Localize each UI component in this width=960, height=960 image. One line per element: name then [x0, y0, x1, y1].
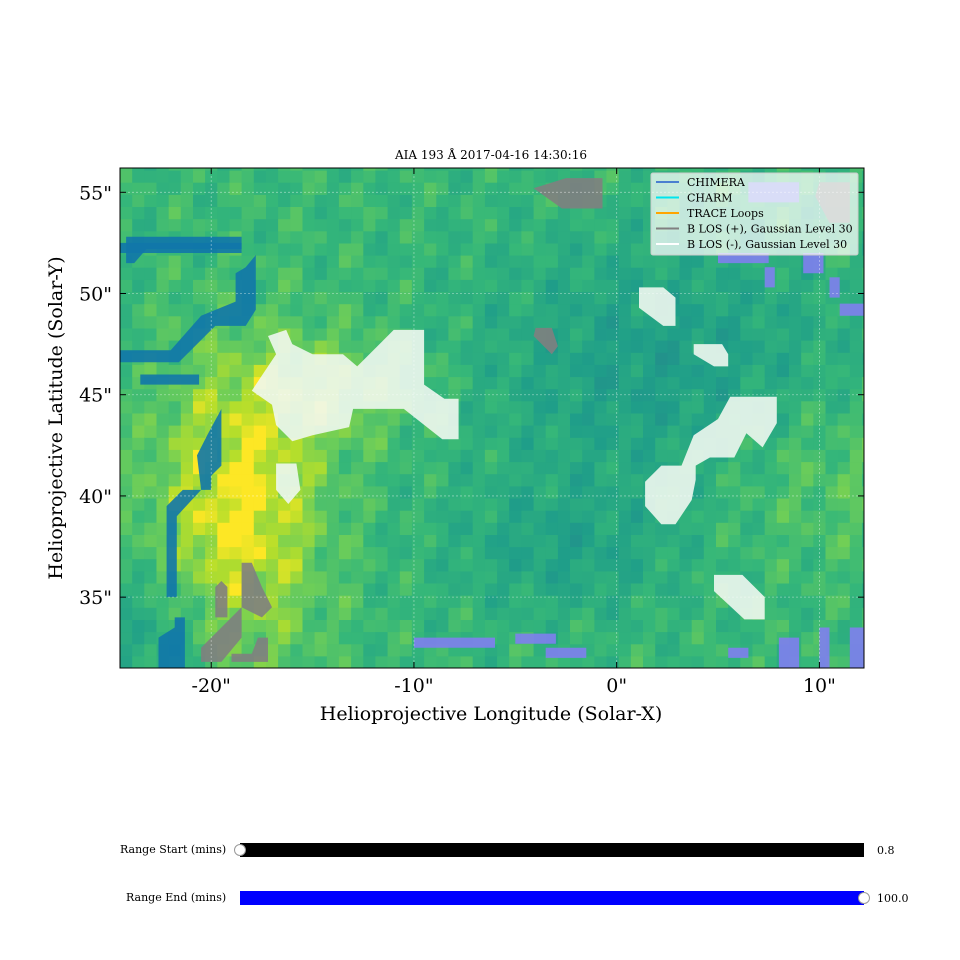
plot-title: AIA 193 Å 2017-04-16 14:30:16 [394, 147, 587, 162]
chimera-region [728, 647, 749, 658]
blos-positive-region [231, 637, 268, 662]
range-start-slider[interactable] [234, 843, 864, 857]
blos-negative-region [251, 329, 459, 442]
legend-label: TRACE Loops [687, 207, 764, 220]
chimera-region [718, 253, 769, 264]
range-start-value: 0.8 [877, 844, 895, 857]
y-axis-label: Helioprojective Latitude (Solar-Y) [45, 256, 67, 579]
chimera-region [545, 647, 587, 658]
legend-label: CHIMERA [687, 176, 746, 189]
blos-positive-region [215, 581, 228, 618]
chimera-region [140, 374, 200, 385]
range-end-handle[interactable] [858, 892, 870, 904]
x-axis-label: Helioprojective Longitude (Solar-X) [320, 703, 662, 725]
chimera-region [849, 627, 864, 668]
y-tick-label: 45" [79, 385, 112, 407]
legend-label: B LOS (-), Gaussian Level 30 [687, 238, 847, 251]
legend-label: B LOS (+), Gaussian Level 30 [687, 223, 853, 236]
chimera-region [819, 627, 830, 668]
range-end-slider[interactable] [240, 891, 870, 905]
x-tick-label: -10" [394, 675, 433, 697]
chimera-region [764, 267, 775, 288]
chimera-region [158, 617, 185, 668]
x-tick-label: 0" [606, 675, 627, 697]
range-end-value: 100.0 [877, 892, 909, 905]
blos-negative-region [639, 287, 676, 326]
contour-overlays [120, 178, 864, 668]
chimera-region [515, 633, 556, 644]
legend-box [650, 172, 859, 256]
range-end-fill [240, 891, 864, 905]
chimera-region [120, 255, 256, 363]
y-tick-label: 40" [79, 486, 112, 508]
legend: CHIMERA CHARM TRACE Loops B LOS (+), Gaussi… [650, 172, 859, 256]
range-start-fill [240, 843, 864, 857]
chimera-region [839, 303, 864, 316]
chimera-region [414, 637, 495, 648]
y-tick-label: 35" [79, 587, 112, 609]
x-tick-label: -20" [192, 675, 231, 697]
blos-negative-region [693, 344, 729, 367]
legend-label: CHARM [687, 192, 733, 205]
chimera-region [803, 253, 824, 274]
chimera-region [829, 277, 840, 298]
y-tick-label: 50" [79, 284, 112, 306]
blos-positive-region [533, 327, 558, 355]
chimera-region [126, 236, 242, 264]
blos-negative-region [714, 574, 765, 620]
chimera-region [778, 637, 800, 668]
blos-positive-region [201, 562, 272, 662]
blos-negative-region [276, 463, 301, 504]
range-start-handle[interactable] [234, 844, 246, 856]
blos-positive-region [533, 178, 603, 209]
chimera-region [166, 408, 222, 598]
blos-negative-region [645, 396, 777, 525]
x-tick-label: 10" [803, 675, 836, 697]
axes-frame [119, 167, 865, 669]
y-tick-label: 55" [79, 182, 112, 204]
axis-ticks: -20" -10" 0" 10" 35" 40" 45" 50" 55" [79, 168, 864, 697]
range-start-label: Range Start (mins) [120, 843, 227, 856]
range-end-label: Range End (mins) [126, 891, 227, 904]
